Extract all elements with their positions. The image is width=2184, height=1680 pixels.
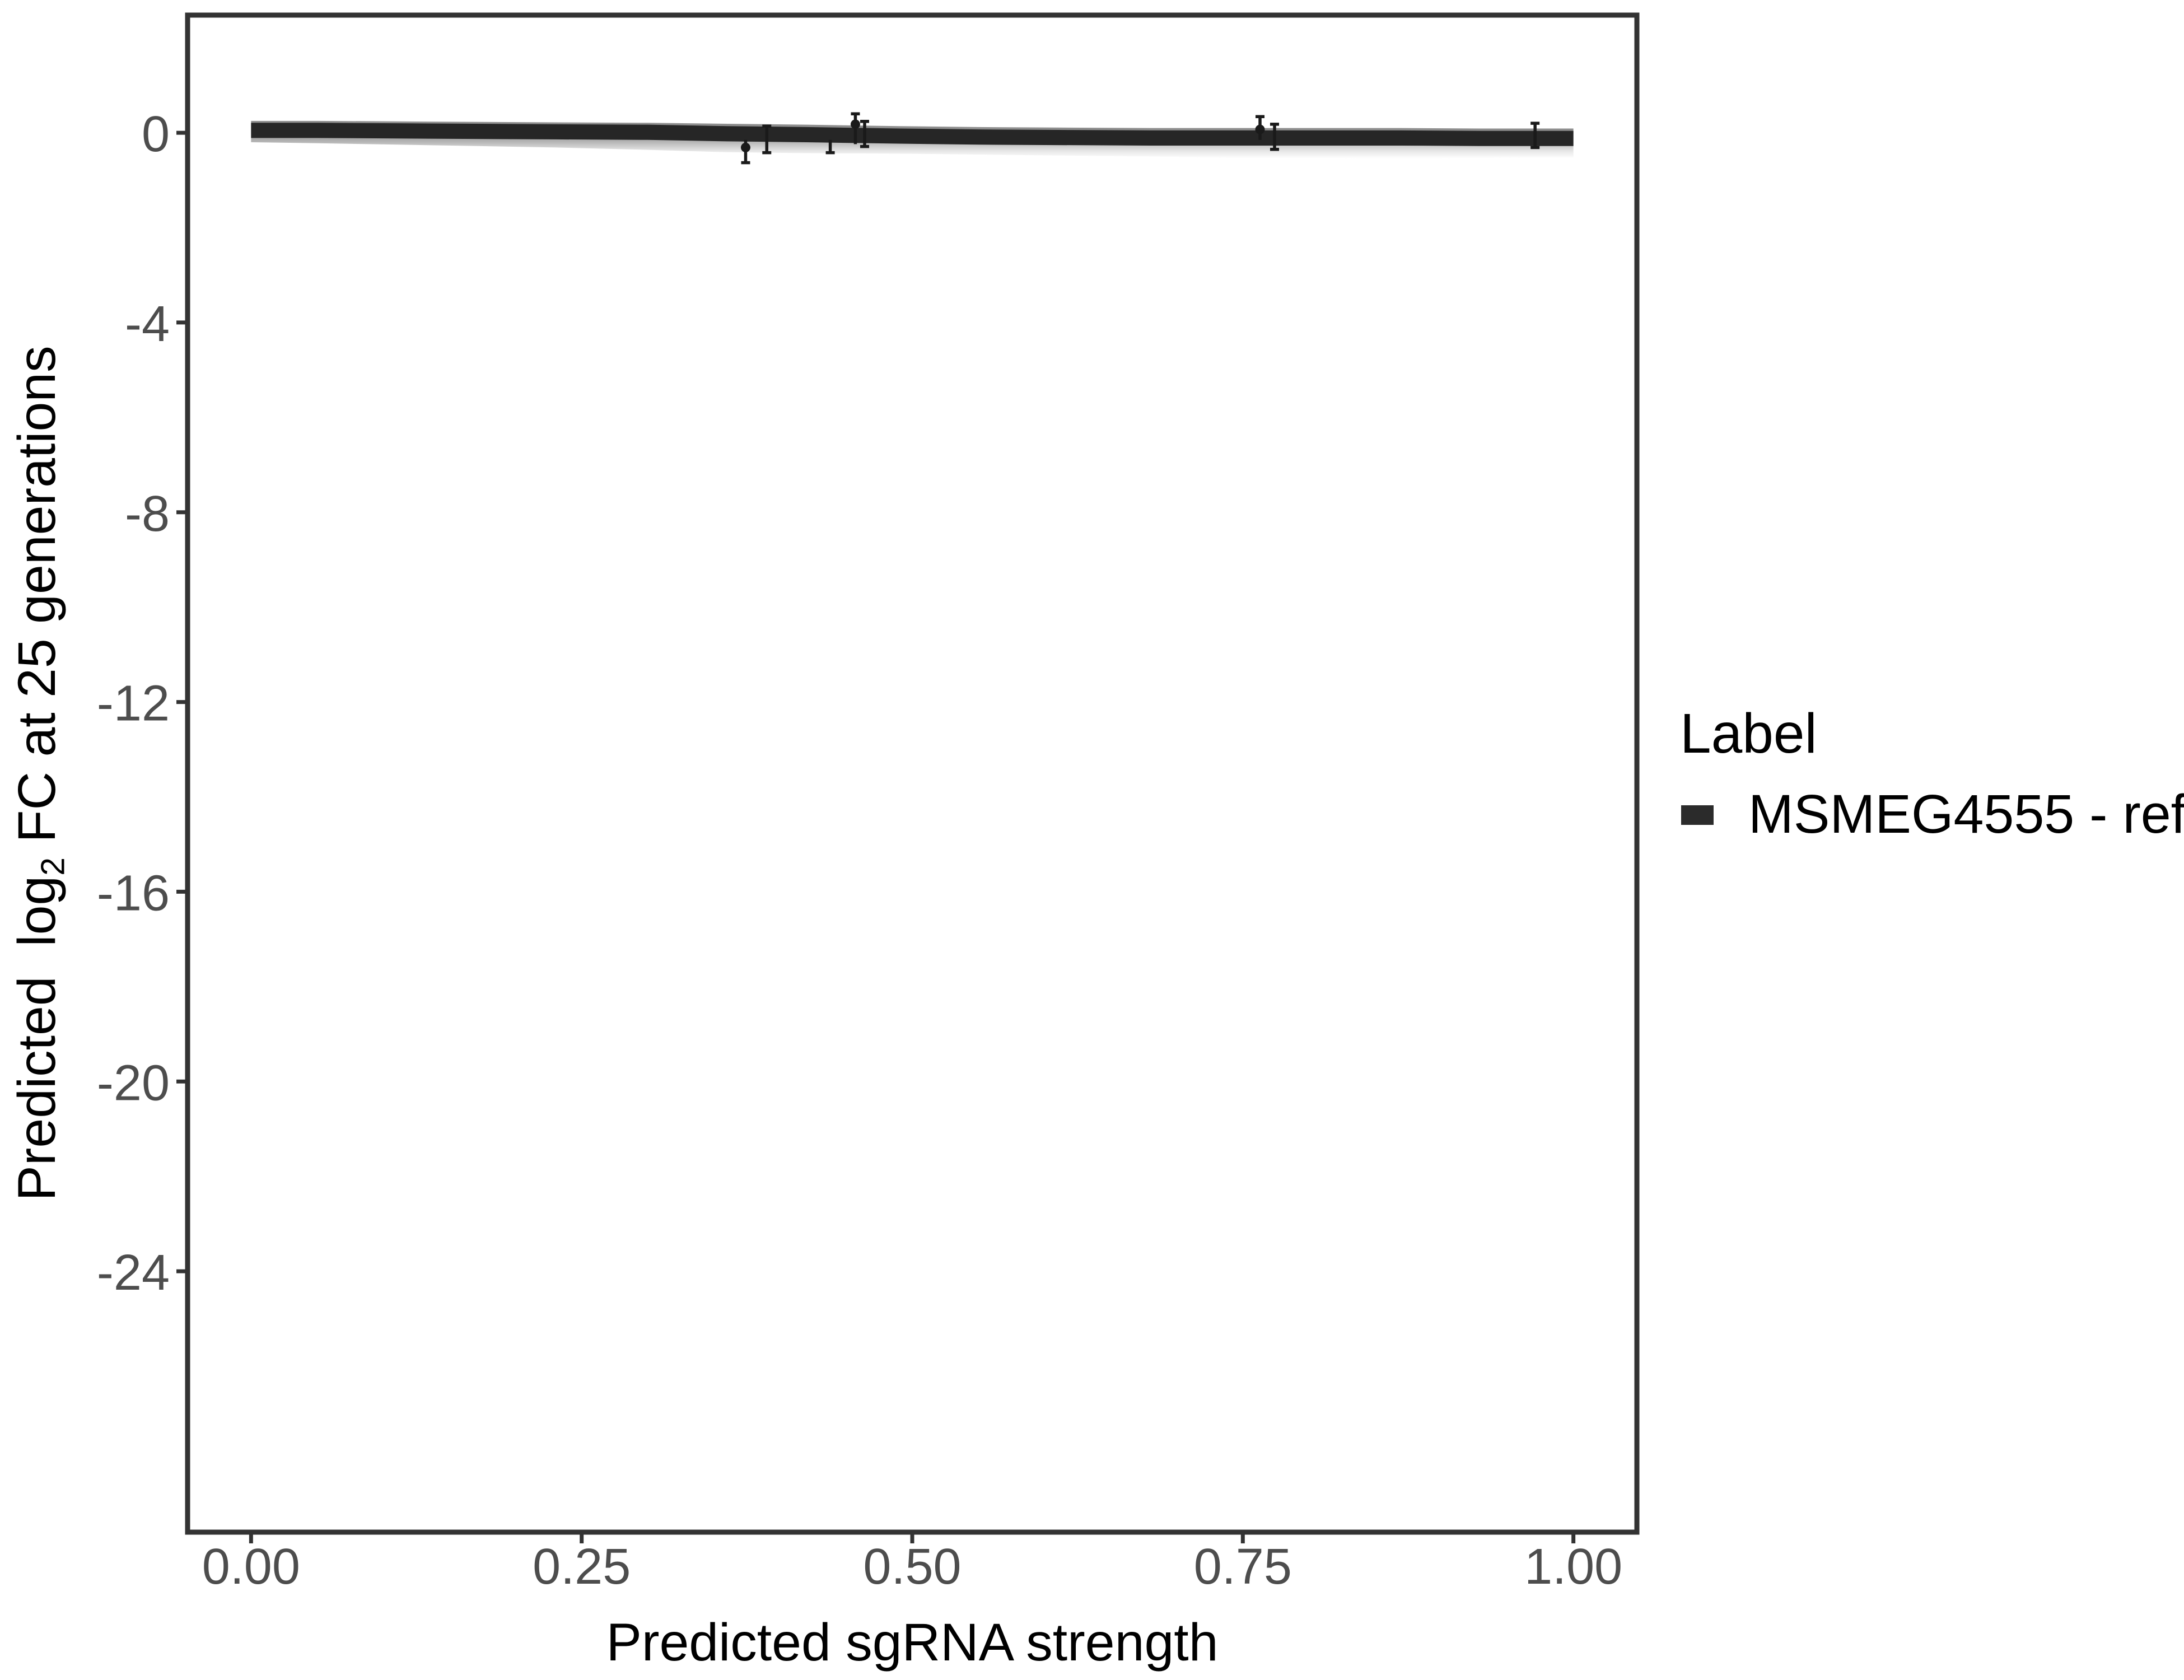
y-axis-title-subscript: 2 xyxy=(35,857,72,876)
y-tick-label: -16 xyxy=(97,865,170,921)
x-tick-label: 0.00 xyxy=(202,1539,300,1595)
data-point xyxy=(740,142,750,152)
legend-key-swatch xyxy=(1681,805,1714,825)
y-tick-label: -24 xyxy=(97,1245,170,1301)
y-tick-label: 0 xyxy=(142,106,170,162)
y-tick-label: -8 xyxy=(125,486,170,542)
x-tick-label: 0.50 xyxy=(863,1539,961,1595)
y-tick-label: -12 xyxy=(97,676,170,732)
data-point xyxy=(1255,124,1265,134)
x-tick-label: 0.75 xyxy=(1194,1539,1292,1595)
x-tick-label: 0.25 xyxy=(533,1539,631,1595)
y-axis-title-suffix: FC at 25 generations xyxy=(7,346,67,857)
data-point-layer xyxy=(740,112,1540,165)
fit-line xyxy=(251,123,1574,146)
data-point xyxy=(850,119,860,129)
y-tick-label: -20 xyxy=(97,1055,170,1111)
legend-title: Label xyxy=(1680,702,1817,765)
axes-layer: 0.00 0.25 0.50 0.75 1.00 0 -4 -8 -12 -16 -20 -24 xyxy=(97,12,1640,1595)
x-tick-label: 1.00 xyxy=(1524,1539,1622,1595)
legend-item-label: MSMEG4555 - ref xyxy=(1748,783,2184,844)
panel-border xyxy=(185,12,1640,1535)
y-axis-title-prefix: Predicted log xyxy=(7,875,67,1201)
fit-line-layer xyxy=(251,123,1574,146)
x-axis-title: Predicted sgRNA strength xyxy=(606,1613,1219,1672)
y-axis-title: Predicted log2 FC at 25 generations xyxy=(7,346,72,1201)
y-tick-label: -4 xyxy=(125,296,170,352)
